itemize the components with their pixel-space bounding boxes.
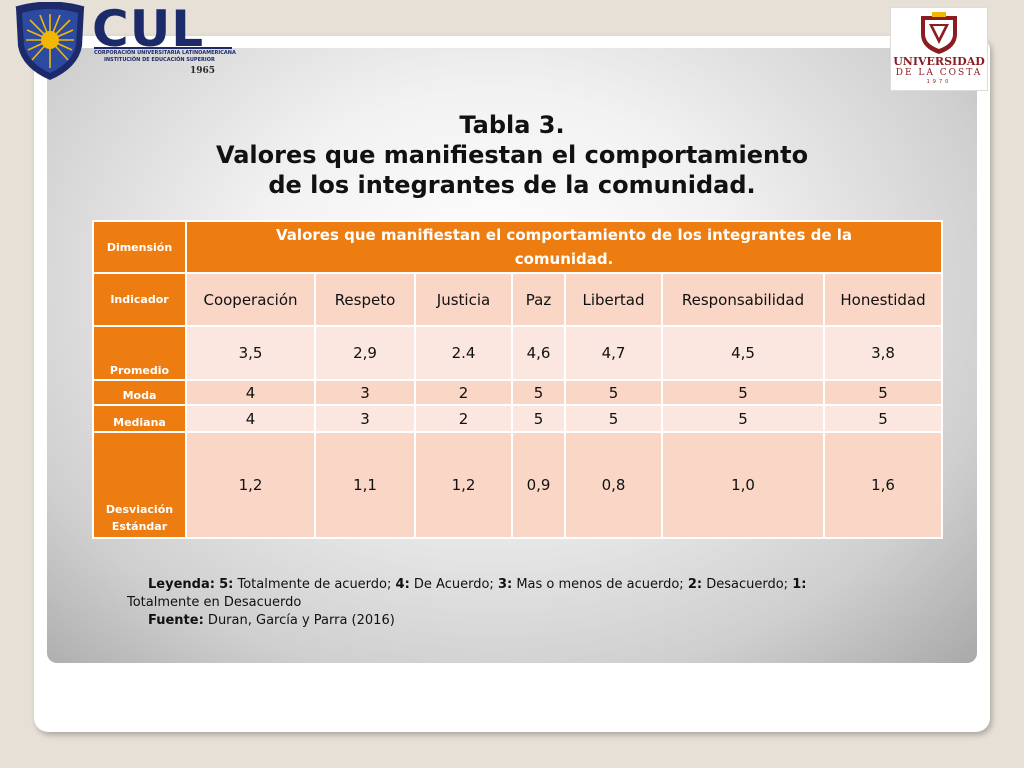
table-cell: 2.4 xyxy=(414,325,513,381)
dimension-value: Valores que manifiestan el comportamient… xyxy=(184,220,944,274)
indicator-label: Indicador xyxy=(92,272,187,327)
udc-sub: DE LA COSTA xyxy=(895,68,983,78)
indicator-cell: Libertad xyxy=(564,272,663,327)
cul-subtitle-line-1: CORPORACIÓN UNIVERSITARIA LATINOAMERICAN… xyxy=(94,50,236,56)
table-cell: 2 xyxy=(414,379,513,406)
legend-key: 1: xyxy=(792,577,807,592)
table-cell: 1,6 xyxy=(822,431,944,539)
table-row-indicator: Indicador Cooperación Respeto Justicia P… xyxy=(92,272,944,327)
table-row: Desviación Estándar 1,2 1,1 1,2 0,9 0,8 … xyxy=(92,431,944,539)
table-cell: 3,8 xyxy=(822,325,944,381)
title-line-2: Valores que manifiestan el comportamient… xyxy=(215,141,809,169)
cul-logo: CUL CORPORACIÓN UNIVERSITARIA LATINOAMER… xyxy=(12,0,242,82)
indicator-cell: Justicia xyxy=(414,272,513,327)
table-cell: 3 xyxy=(314,379,416,406)
row-label: Mediana xyxy=(92,404,187,433)
table-cell: 3,5 xyxy=(185,325,316,381)
source-text: Duran, García y Parra (2016) xyxy=(203,613,395,628)
indicator-cell: Honestidad xyxy=(822,272,944,327)
table-cell: 0,9 xyxy=(511,431,566,539)
table-cell: 5 xyxy=(564,379,663,406)
legend-key: 2: xyxy=(687,577,703,592)
values-table: Dimensión Valores que manifiestan el com… xyxy=(92,220,944,539)
cul-subtitle-line-2: INSTITUCIÓN DE EDUCACIÓN SUPERIOR xyxy=(104,57,215,63)
legend: Leyenda: 5: Totalmente de acuerdo; 4: De… xyxy=(127,576,908,630)
indicator-cell: Paz xyxy=(511,272,566,327)
table-cell: 5 xyxy=(511,379,566,406)
udc-logo: UNIVERSIDAD DE LA COSTA 1970 xyxy=(890,7,988,91)
table-cell: 3 xyxy=(314,404,416,433)
page-title: Tabla 3. Valores que manifiestan el comp… xyxy=(47,110,977,200)
table-cell: 1,0 xyxy=(661,431,825,539)
table-row: Promedio 3,5 2,9 2.4 4,6 4,7 4,5 3,8 xyxy=(92,325,944,381)
udc-shield-icon xyxy=(921,12,957,54)
udc-name: UNIVERSIDAD xyxy=(893,55,985,68)
cul-subtitle: CORPORACIÓN UNIVERSITARIA LATINOAMERICAN… xyxy=(94,50,244,64)
table-cell: 4 xyxy=(185,379,316,406)
table-cell: 2 xyxy=(414,404,513,433)
legend-text: Totalmente de acuerdo; xyxy=(233,577,396,592)
table-cell: 4,6 xyxy=(511,325,566,381)
table-cell: 0,8 xyxy=(564,431,663,539)
table-cell: 5 xyxy=(661,379,825,406)
source-label: Fuente: xyxy=(148,613,204,628)
legend-key: 4: xyxy=(395,577,410,592)
row-label: Moda xyxy=(92,379,187,406)
table-cell: 5 xyxy=(511,404,566,433)
table-cell: 4,7 xyxy=(564,325,663,381)
indicator-cell: Responsabilidad xyxy=(661,272,825,327)
indicator-cell: Respeto xyxy=(314,272,416,327)
legend-label: Leyenda: xyxy=(148,577,215,592)
legend-continuation: Totalmente en Desacuerdo xyxy=(127,595,302,610)
table-row-dimension: Dimensión Valores que manifiestan el com… xyxy=(92,220,944,274)
indicator-cell: Cooperación xyxy=(185,272,316,327)
table-cell: 1,1 xyxy=(314,431,416,539)
table-cell: 5 xyxy=(822,379,944,406)
legend-text: Desacuerdo; xyxy=(702,577,793,592)
table-cell: 1,2 xyxy=(185,431,316,539)
table-row: Moda 4 3 2 5 5 5 5 xyxy=(92,379,944,406)
cul-divider xyxy=(94,47,232,49)
cul-year: 1965 xyxy=(190,66,216,76)
legend-text: Mas o menos de acuerdo; xyxy=(512,577,688,592)
table-cell: 5 xyxy=(661,404,825,433)
row-label: Desviación Estándar xyxy=(92,431,187,539)
table-cell: 2,9 xyxy=(314,325,416,381)
cul-wordmark: CUL xyxy=(92,0,205,58)
legend-text: De Acuerdo; xyxy=(409,577,498,592)
table-cell: 1,2 xyxy=(414,431,513,539)
title-line-1: Tabla 3. xyxy=(459,111,565,139)
cul-shield-icon xyxy=(15,2,85,80)
table-row: Mediana 4 3 2 5 5 5 5 xyxy=(92,404,944,433)
table-cell: 5 xyxy=(822,404,944,433)
table-cell: 4,5 xyxy=(661,325,825,381)
legend-line: Leyenda: 5: Totalmente de acuerdo; 4: De… xyxy=(128,576,908,594)
legend-key: 3: xyxy=(497,577,513,592)
source-line: Fuente: Duran, García y Parra (2016) xyxy=(128,612,908,630)
title-line-3: de los integrantes de la comunidad. xyxy=(268,171,756,199)
table-cell: 5 xyxy=(564,404,663,433)
row-label: Promedio xyxy=(92,325,187,381)
dimension-label: Dimensión xyxy=(92,220,187,274)
legend-key: 5: xyxy=(219,577,234,592)
udc-year: 1970 xyxy=(926,79,952,85)
table-cell: 4 xyxy=(185,404,316,433)
